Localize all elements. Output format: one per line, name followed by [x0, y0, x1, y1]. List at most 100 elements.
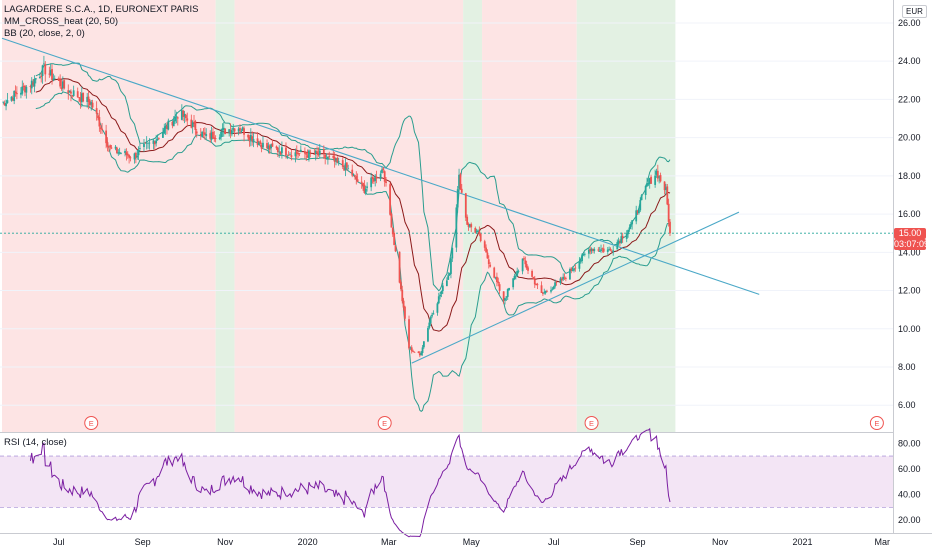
candle	[474, 226, 477, 234]
candle-body	[639, 200, 642, 211]
candle-body	[458, 174, 460, 189]
candle-body	[669, 221, 671, 234]
candle	[40, 72, 43, 83]
candle-body	[371, 176, 374, 179]
candle	[278, 145, 281, 158]
candle	[209, 130, 212, 143]
candle	[139, 143, 141, 152]
candle-body	[285, 147, 287, 156]
candle-body	[78, 97, 80, 98]
candle-body	[636, 211, 639, 213]
candle	[410, 345, 413, 354]
candle-body	[385, 181, 387, 184]
candle	[316, 146, 318, 160]
candle-body	[256, 138, 259, 145]
candle	[502, 291, 505, 304]
candle	[478, 226, 481, 237]
candle-body	[174, 116, 176, 122]
candle-body	[555, 282, 558, 283]
candle-body	[276, 147, 279, 153]
candle-body	[60, 87, 63, 89]
candle-body	[563, 277, 566, 279]
candle	[560, 276, 563, 284]
rsi-legend[interactable]: RSI (14, close)	[4, 437, 67, 448]
candle	[621, 232, 624, 243]
candle-body	[180, 110, 183, 120]
candle	[281, 141, 283, 159]
heat-zones	[2, 0, 676, 432]
candle	[172, 116, 175, 127]
candle	[303, 147, 306, 159]
candle	[205, 128, 208, 140]
candle	[628, 224, 631, 232]
trendline-0	[1, 37, 760, 295]
candle-body	[243, 128, 245, 135]
time-tick-label-0: Jul	[53, 537, 65, 547]
candle	[356, 173, 359, 183]
candle	[306, 149, 309, 158]
time-tick-label-5: May	[463, 537, 481, 547]
candle-body	[543, 292, 546, 294]
candle-body	[57, 78, 60, 81]
candle-body	[99, 127, 102, 129]
time-tick-label-2: Nov	[217, 537, 234, 547]
currency-button[interactable]: EUR	[902, 5, 927, 18]
candle	[105, 124, 108, 149]
candle	[133, 152, 136, 164]
candle	[352, 173, 355, 177]
candle	[171, 120, 174, 129]
candle	[322, 145, 325, 159]
heat-legend[interactable]: MM_CROSS_heat (20, 50)	[4, 16, 119, 27]
candle	[295, 145, 298, 160]
candle	[98, 109, 101, 132]
candle	[107, 146, 110, 152]
candle-body	[275, 146, 278, 149]
candle	[317, 147, 320, 157]
candle	[381, 166, 383, 174]
symbol-legend[interactable]: LAGARDERE S.C.A., 1D, EURONEXT PARIS	[4, 4, 199, 15]
candle	[366, 182, 368, 192]
candle	[485, 244, 487, 253]
candle	[52, 73, 55, 82]
candle	[49, 63, 52, 77]
candle	[470, 222, 473, 233]
candle	[629, 221, 632, 230]
candle	[270, 143, 272, 153]
candle	[619, 239, 621, 247]
candle	[155, 134, 158, 147]
candle	[479, 232, 482, 243]
candle-body	[252, 139, 255, 143]
candle	[506, 288, 509, 300]
candle	[383, 170, 386, 187]
bb-legend[interactable]: BB (20, close, 2, 0)	[4, 28, 85, 39]
candle	[213, 131, 216, 142]
candle	[224, 127, 227, 135]
candle	[143, 138, 145, 152]
candle	[120, 152, 122, 155]
candle-body	[214, 138, 217, 139]
candle-body	[620, 236, 623, 244]
candle	[220, 128, 222, 141]
candle-body	[421, 347, 424, 353]
candle	[126, 150, 129, 159]
candle-body	[413, 351, 416, 353]
candle	[202, 128, 205, 139]
candle	[360, 176, 363, 189]
candle	[87, 90, 90, 110]
candle	[487, 255, 490, 269]
candle-body	[167, 120, 170, 130]
candle-body	[621, 235, 624, 239]
candle-body	[91, 102, 94, 108]
candle	[44, 61, 47, 82]
candle	[148, 138, 151, 150]
heat-zone-3	[463, 0, 483, 432]
candle-body	[266, 143, 268, 148]
candle-body	[628, 227, 631, 230]
candle-body	[341, 160, 344, 167]
candle	[554, 279, 556, 289]
candle-body	[268, 145, 271, 150]
candle-body	[447, 275, 450, 280]
candle-body	[295, 151, 298, 154]
